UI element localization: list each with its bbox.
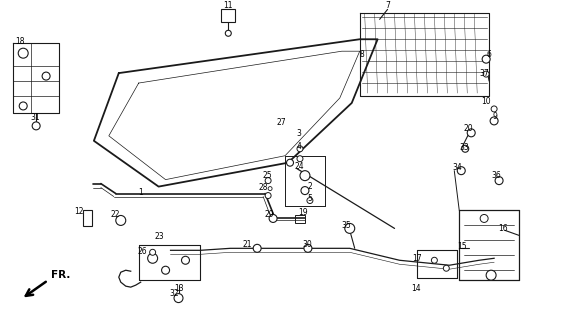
Text: FR.: FR.: [51, 270, 70, 280]
Text: 5: 5: [308, 194, 312, 203]
Text: 13: 13: [175, 284, 184, 293]
Text: 9: 9: [492, 112, 498, 121]
Text: 10: 10: [481, 98, 491, 107]
Text: 31: 31: [31, 113, 40, 123]
Text: 34: 34: [453, 163, 462, 172]
Text: 23: 23: [155, 232, 164, 241]
Text: 37: 37: [479, 68, 489, 78]
Bar: [295, 215, 305, 223]
Text: 16: 16: [498, 224, 508, 233]
Circle shape: [148, 253, 157, 263]
Circle shape: [304, 244, 312, 252]
Text: 6: 6: [487, 50, 491, 59]
Text: 30: 30: [302, 240, 312, 249]
Circle shape: [265, 178, 271, 184]
Text: 14: 14: [411, 284, 421, 293]
Text: 1: 1: [139, 188, 143, 197]
Text: 21: 21: [242, 240, 252, 249]
Circle shape: [297, 146, 303, 152]
Circle shape: [253, 244, 261, 252]
Circle shape: [431, 257, 437, 263]
Text: 11: 11: [224, 1, 233, 10]
Circle shape: [297, 156, 303, 162]
Bar: [221, 9, 235, 22]
Text: 17: 17: [413, 254, 422, 263]
Circle shape: [265, 193, 271, 198]
Text: 2: 2: [308, 182, 312, 191]
Text: 7: 7: [385, 1, 390, 10]
Text: 27: 27: [276, 118, 286, 127]
Circle shape: [345, 223, 355, 233]
Text: 22: 22: [110, 210, 120, 219]
Circle shape: [490, 117, 498, 125]
Bar: [83, 211, 92, 227]
Circle shape: [150, 249, 156, 255]
Circle shape: [32, 122, 40, 130]
Circle shape: [300, 171, 310, 180]
Circle shape: [486, 270, 496, 280]
Text: 35: 35: [342, 221, 352, 230]
Circle shape: [286, 159, 294, 166]
Text: 12: 12: [74, 207, 84, 216]
Circle shape: [301, 187, 309, 195]
Text: 32: 32: [170, 289, 180, 298]
Text: 20: 20: [463, 124, 473, 133]
Text: 26: 26: [138, 247, 147, 256]
Text: 28: 28: [258, 183, 268, 192]
Text: 15: 15: [457, 242, 467, 251]
Circle shape: [462, 145, 468, 152]
Text: 25: 25: [262, 171, 272, 180]
Circle shape: [491, 106, 497, 112]
Circle shape: [181, 256, 190, 264]
Circle shape: [482, 55, 490, 63]
Circle shape: [467, 129, 475, 137]
Circle shape: [457, 167, 465, 175]
Text: 18: 18: [15, 37, 25, 46]
Text: 4: 4: [296, 142, 301, 151]
Text: 3: 3: [296, 129, 301, 138]
Text: 29: 29: [264, 210, 274, 219]
Circle shape: [116, 215, 126, 225]
Circle shape: [495, 177, 503, 185]
Circle shape: [443, 265, 449, 271]
Circle shape: [18, 48, 28, 58]
Circle shape: [307, 197, 313, 204]
Circle shape: [19, 102, 27, 110]
Text: 33: 33: [460, 143, 469, 152]
Circle shape: [225, 30, 231, 36]
Circle shape: [42, 72, 50, 80]
Circle shape: [483, 71, 489, 77]
Circle shape: [480, 214, 488, 222]
Circle shape: [269, 214, 277, 222]
Text: 24: 24: [294, 162, 304, 171]
Circle shape: [268, 187, 272, 191]
Circle shape: [174, 294, 183, 303]
Circle shape: [161, 266, 170, 274]
Text: 8: 8: [359, 50, 364, 59]
Text: 19: 19: [298, 208, 308, 217]
Text: 36: 36: [491, 171, 501, 180]
